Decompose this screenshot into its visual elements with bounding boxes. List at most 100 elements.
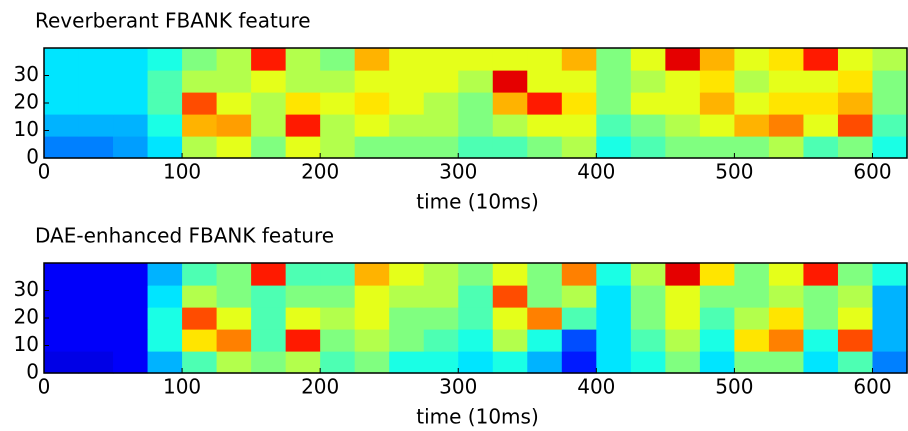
heatmap-cell (285, 285, 321, 308)
heatmap-cell (147, 114, 183, 137)
heatmap-cell (734, 114, 770, 137)
heatmap-cell (872, 136, 908, 159)
y-tick-label: 30 (14, 62, 39, 86)
heatmap-cell (527, 70, 563, 93)
heatmap-cell (354, 48, 390, 71)
heatmap-cell (182, 136, 218, 159)
heatmap-cell (251, 114, 287, 137)
heatmap-cell (113, 329, 149, 352)
heatmap-cell (113, 263, 149, 286)
y-tick-label: 0 (26, 145, 39, 169)
heatmap-cell (527, 114, 563, 137)
heatmap-cell (216, 263, 252, 286)
heatmap-cell (458, 92, 494, 115)
heatmap-cell (837, 351, 874, 374)
heatmap-cell (389, 136, 425, 159)
heatmap-cell (389, 70, 425, 93)
heatmap-cell (665, 351, 701, 374)
heatmap-cell (320, 263, 356, 286)
x-tick-label: 500 (715, 160, 753, 184)
x-tick-label: 600 (853, 375, 891, 399)
heatmap-cell (320, 307, 356, 330)
heatmap-cell (527, 48, 563, 71)
heatmap-cell (216, 351, 252, 374)
chart-title: DAE-enhanced FBANK feature (35, 224, 334, 248)
heatmap-cell (423, 92, 459, 115)
heatmap-cell (630, 114, 666, 137)
heatmap-cell (872, 92, 908, 115)
heatmap-cell (285, 329, 321, 352)
heatmap-cell (527, 351, 563, 374)
heatmap-cell (596, 48, 632, 71)
heatmap-cell (147, 48, 183, 71)
heatmap-cell (458, 48, 494, 71)
heatmap-cell (182, 70, 218, 93)
heatmap-cell (251, 92, 287, 115)
heatmap-cell (78, 263, 114, 286)
heatmap-cell (320, 136, 356, 159)
heatmap-cell (768, 92, 805, 115)
heatmap-cell (320, 70, 356, 93)
heatmap-cell (423, 329, 459, 352)
heatmap-cell (527, 307, 563, 330)
heatmap-cell (872, 329, 908, 352)
heatmap-cell (837, 307, 874, 330)
heatmap-cell (630, 70, 666, 93)
heatmap-cell (216, 285, 252, 308)
heatmap-cell (803, 285, 839, 308)
heatmap-cell (354, 136, 390, 159)
heatmap-cell (699, 136, 735, 159)
heatmap-cell (630, 351, 666, 374)
heatmap-cell (147, 285, 183, 308)
heatmap-cell (216, 70, 252, 93)
heatmap-cell (354, 307, 390, 330)
x-tick-label: 400 (577, 375, 615, 399)
heatmap-cell (251, 263, 287, 286)
heatmap-cell (251, 307, 287, 330)
x-tick-label: 100 (163, 160, 201, 184)
x-tick-label: 300 (439, 375, 477, 399)
heatmap-cell (251, 48, 287, 71)
heatmap-cell (354, 329, 390, 352)
heatmap-cell (734, 136, 770, 159)
heatmap-cell (665, 329, 701, 352)
heatmap-cell (78, 92, 114, 115)
heatmap-cell (44, 285, 80, 308)
heatmap-cell (630, 329, 666, 352)
heatmap-cell (872, 48, 908, 71)
heatmap-cell (561, 307, 597, 330)
heatmap-cell (734, 263, 770, 286)
heatmap-cell (113, 70, 149, 93)
heatmap-cell (561, 92, 597, 115)
heatmap-cell (423, 307, 459, 330)
heatmap-cell (630, 307, 666, 330)
heatmap-cell (423, 48, 459, 71)
heatmap-cell (734, 351, 770, 374)
heatmap-cell (147, 307, 183, 330)
heatmap-cell (44, 351, 80, 374)
heatmap-cell (389, 48, 425, 71)
heatmap-cell (596, 285, 632, 308)
heatmap-cell (78, 285, 114, 308)
heatmap-cell (182, 92, 218, 115)
heatmap-cell (872, 351, 908, 374)
heatmap-cell (872, 285, 908, 308)
heatmap-cell (837, 285, 874, 308)
heatmap-cell (216, 114, 252, 137)
heatmap-cell (768, 351, 805, 374)
heatmap-cell (596, 351, 632, 374)
y-tick-label: 0 (26, 360, 39, 384)
heatmap-cell (147, 70, 183, 93)
heatmap-cell (630, 263, 666, 286)
x-tick-label: 500 (715, 375, 753, 399)
y-tick-label: 20 (14, 90, 39, 114)
heatmap-cell (78, 114, 114, 137)
heatmap-cell (527, 136, 563, 159)
heatmap-cell (182, 285, 218, 308)
heatmap-cell (596, 263, 632, 286)
x-tick-label: 200 (301, 160, 339, 184)
heatmap-cell (423, 70, 459, 93)
heatmap-cell (113, 136, 149, 159)
heatmap-cell (389, 92, 425, 115)
heatmap-cell (596, 92, 632, 115)
